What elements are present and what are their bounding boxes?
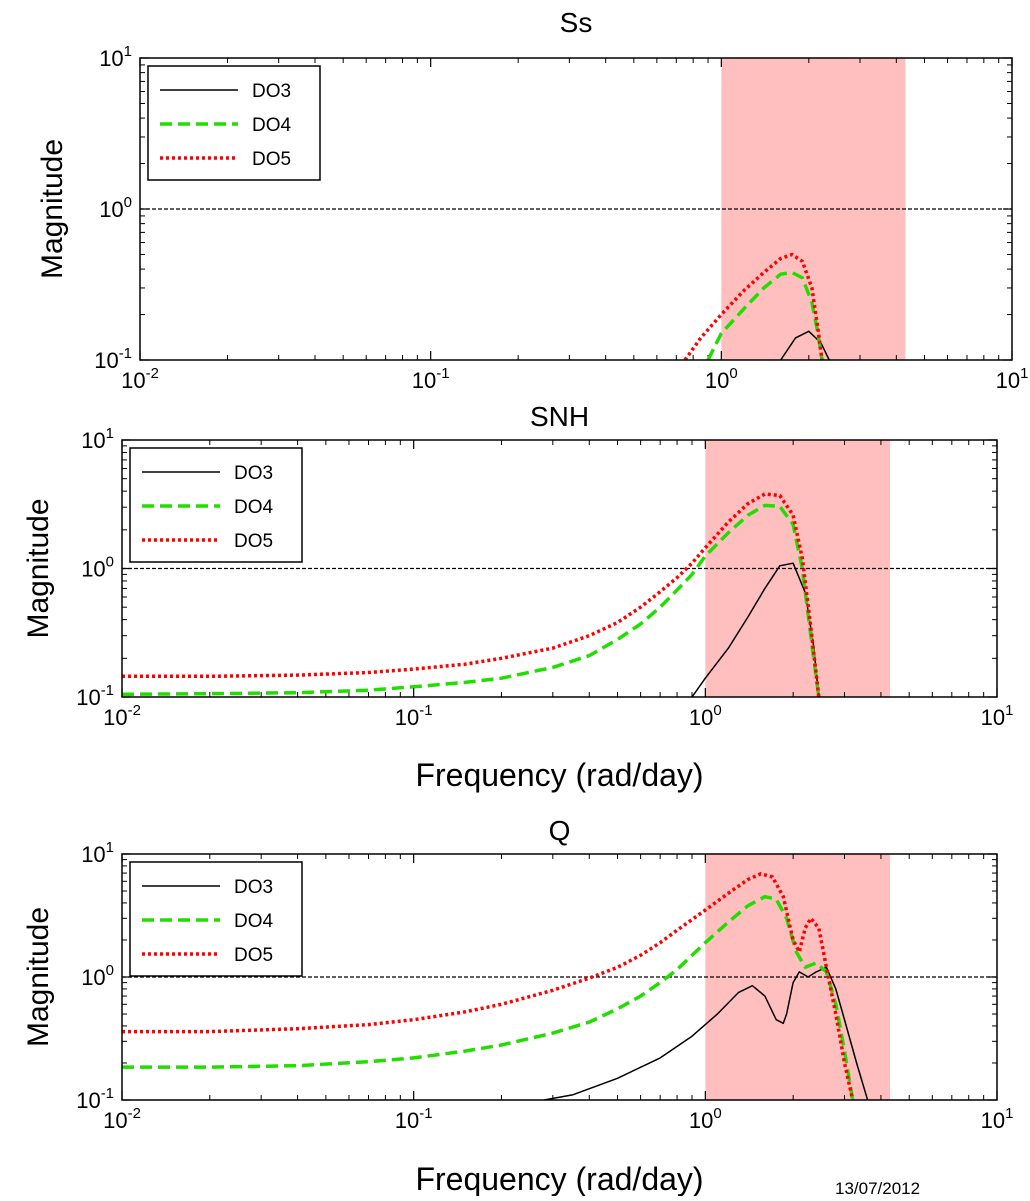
chart-title: Q (549, 815, 571, 846)
series-line-do4 (706, 270, 824, 360)
x-tick-label: 101 (981, 702, 1014, 730)
legend-label-do4: DO4 (234, 911, 274, 932)
x-tick-label: 101 (981, 1105, 1014, 1133)
legend: DO3 DO4 DO5 (147, 65, 321, 181)
x-tick-label: 100 (689, 702, 722, 730)
x-tick-label: 10-1 (412, 365, 450, 393)
x-tick-label: 10-2 (103, 1105, 141, 1133)
y-tick-label: 10-1 (76, 1085, 114, 1113)
chart-title: SNH (530, 401, 589, 432)
x-axis-label: Frequency (rad/day) (415, 757, 703, 793)
chart-panel-1: 10-2 10-1 100 10110-1100101SsMagnitudeDO3DO… (36, 7, 1028, 393)
series-line-do5 (122, 872, 855, 1100)
series-group (122, 872, 869, 1100)
x-tick-label: 10-2 (103, 702, 141, 730)
y-tick-label: 100 (81, 962, 114, 990)
y-tick-label: 10-1 (76, 682, 114, 710)
legend-label-do5: DO5 (234, 945, 273, 966)
x-tick-label: 10-2 (121, 365, 159, 393)
legend-label-do5: DO5 (234, 531, 273, 552)
series-group (683, 252, 830, 360)
y-axis-label: Magnitude (22, 498, 55, 638)
x-tick-label: 100 (705, 365, 738, 393)
x-axis-label: Frequency (rad/day) (415, 1161, 703, 1196)
legend: DO3 DO4 DO5 (129, 861, 303, 977)
x-tick-label: 10-1 (395, 1105, 433, 1133)
series-line-do3 (543, 966, 869, 1100)
chart-panel-2: 10-2 10-1 100 10110-1100101SNHMagnitudeFreq… (22, 401, 1013, 793)
legend-label-do4: DO4 (234, 497, 274, 518)
legend-label-do4: DO4 (252, 115, 292, 136)
series-line-do4 (122, 503, 821, 697)
legend-label-do5: DO5 (252, 149, 291, 170)
x-tick-label: 101 (996, 365, 1029, 393)
y-axis-label: Magnitude (36, 139, 69, 279)
x-tick-label: 10-1 (395, 702, 433, 730)
y-tick-label: 101 (81, 839, 114, 867)
legend: DO3 DO4 DO5 (129, 447, 303, 563)
y-tick-label: 101 (99, 43, 132, 71)
chart-panel-3: 10-2 10-1 100 10110-1100101QMagnitudeFreque… (22, 815, 1014, 1197)
y-axis-label: Magnitude (22, 907, 55, 1047)
series-line-do4 (122, 894, 855, 1100)
legend-label-do3: DO3 (234, 463, 273, 484)
y-tick-label: 100 (81, 554, 114, 582)
chart-title: Ss (560, 7, 593, 38)
legend-label-do3: DO3 (234, 877, 273, 898)
series-group (122, 492, 821, 697)
y-tick-label: 100 (99, 194, 132, 222)
y-tick-label: 101 (81, 425, 114, 453)
y-tick-label: 10-1 (94, 345, 132, 373)
series-line-do3 (780, 330, 830, 360)
series-line-do5 (122, 492, 821, 697)
series-line-do5 (683, 252, 824, 360)
x-tick-label: 100 (689, 1105, 722, 1133)
legend-label-do3: DO3 (252, 81, 291, 102)
